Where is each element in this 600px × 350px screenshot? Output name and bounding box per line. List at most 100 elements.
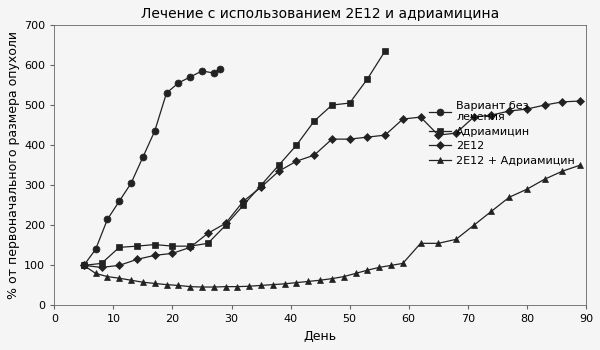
2E12 [541,103,548,107]
2E12 + Адриамицин [388,263,395,267]
2E12 [80,263,88,267]
2E12 + Адриамицин [269,282,277,287]
Адриамицин [257,183,265,187]
Адриамицин [169,244,176,248]
2E12 [523,107,530,111]
2E12 + Адриамицин [352,271,359,275]
Вариант без
лечения [127,181,134,185]
2E12 [116,263,123,267]
Вариант без
лечения [216,67,223,71]
2E12 + Адриамицин [328,276,335,281]
2E12 + Адриамицин [92,271,99,275]
2E12 [328,137,335,141]
Line: Адриамицин: Адриамицин [80,48,389,269]
Вариант без
лечения [80,263,88,267]
2E12 + Адриамицин [376,265,383,270]
Адриамицин [328,103,335,107]
2E12 + Адриамицин [199,285,206,289]
Адриамицин [346,101,353,105]
2E12 + Адриамицин [488,209,495,214]
Вариант без
лечения [151,129,158,133]
2E12 [506,109,513,113]
Вариант без
лечения [199,69,206,73]
2E12 [257,185,265,189]
Адриамицин [116,245,123,250]
2E12 [133,257,140,261]
2E12 + Адриамицин [541,177,548,181]
2E12 + Адриамицин [340,274,347,279]
Адриамицин [275,163,283,167]
Адриамицин [98,261,105,266]
Вариант без
лечения [92,247,99,251]
2E12 [169,251,176,256]
2E12 + Адриамицин [245,284,253,288]
2E12 [364,135,371,139]
2E12 [559,100,566,104]
2E12 [382,133,389,137]
2E12 + Адриамицин [506,195,513,199]
2E12 [240,199,247,203]
2E12 [222,221,229,225]
Адриамицин [222,223,229,228]
Вариант без
лечения [210,71,217,75]
Адриамицин [364,77,371,81]
Legend: Вариант без
лечения, Адриамицин, 2E12, 2E12 + Адриамицин: Вариант без лечения, Адриамицин, 2E12, 2… [428,100,575,166]
2E12 [311,153,318,157]
2E12 [452,131,460,135]
2E12 + Адриамицин [281,282,288,286]
2E12 + Адриамицин [364,268,371,272]
2E12 + Адриамицин [104,274,111,279]
2E12 + Адриамицин [257,284,265,288]
2E12 + Адриамицин [175,284,182,288]
2E12 + Адриамицин [163,282,170,287]
Адриамицин [133,244,140,248]
2E12 + Адриамицин [317,278,324,282]
2E12 [488,113,495,117]
Line: 2E12 + Адриамицин: 2E12 + Адриамицин [80,162,584,290]
2E12 + Адриамицин [116,276,123,280]
Title: Лечение с использованием 2E12 и адриамицина: Лечение с использованием 2E12 и адриамиц… [141,7,499,21]
Адриамицин [80,263,88,267]
Адриамицин [151,243,158,247]
Вариант без
лечения [187,75,194,79]
2E12 [187,245,194,250]
Вариант без
лечения [139,155,146,159]
2E12 + Адриамицин [139,280,146,284]
2E12 + Адриамицин [151,281,158,286]
2E12 + Адриамицин [293,280,300,285]
Вариант без
лечения [175,81,182,85]
2E12 [98,265,105,270]
2E12 + Адриамицин [80,263,88,267]
2E12 + Адриамицин [187,285,194,289]
2E12 [577,99,584,103]
Адриамицин [204,241,211,245]
Адриамицин [311,119,318,123]
Вариант без
лечения [163,91,170,95]
Line: Вариант без
лечения: Вариант без лечения [80,65,223,269]
2E12 [293,159,300,163]
2E12 + Адриамицин [234,285,241,289]
2E12 + Адриамицин [434,241,442,245]
2E12 [434,133,442,137]
Y-axis label: % от первоначального размера опухоли: % от первоначального размера опухоли [7,31,20,299]
2E12 + Адриамицин [417,241,424,245]
2E12 [417,115,424,119]
Вариант без
лечения [104,217,111,222]
2E12 + Адриамицин [127,278,134,282]
2E12 + Адриамицин [305,279,312,284]
2E12 [470,115,478,119]
Вариант без
лечения [116,199,123,203]
Адриамицин [382,49,389,53]
2E12 [204,231,211,236]
2E12 [346,137,353,141]
Адриамицин [293,143,300,147]
2E12 [275,169,283,173]
2E12 + Адриамицин [452,237,460,241]
2E12 + Адриамицин [210,285,217,289]
Адриамицин [187,244,194,248]
2E12 + Адриамицин [559,169,566,173]
2E12 + Адриамицин [470,223,478,228]
X-axis label: День: День [304,330,337,343]
2E12 + Адриамицин [222,285,229,289]
Адриамицин [240,203,247,207]
